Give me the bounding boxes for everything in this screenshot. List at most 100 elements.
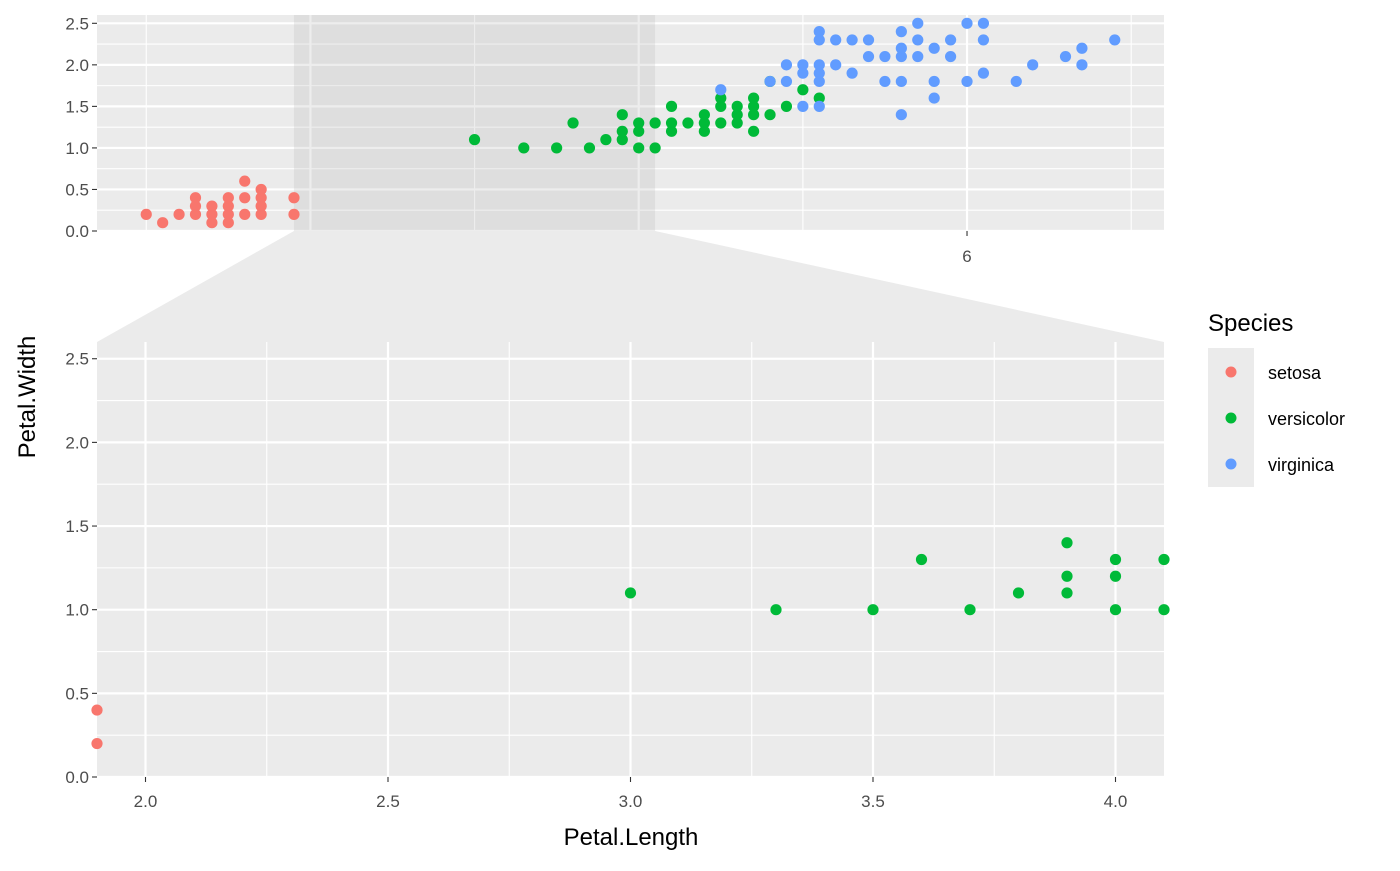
overview-point-setosa bbox=[189, 208, 202, 220]
zoom-connector-shape bbox=[97, 231, 1164, 342]
overview-point-virginica bbox=[797, 67, 809, 79]
overview-point-setosa bbox=[222, 217, 234, 229]
overview-point-virginica bbox=[928, 42, 940, 54]
overview-point-setosa bbox=[288, 192, 300, 204]
overview-point-virginica bbox=[928, 75, 940, 88]
zoom-x-tick-label-4: 4.0 bbox=[1104, 792, 1128, 811]
overview-series-virginica bbox=[715, 17, 1121, 121]
overview-point-versicolor bbox=[649, 142, 661, 154]
overview-point-virginica bbox=[764, 75, 776, 88]
overview-point-virginica bbox=[912, 17, 924, 29]
overview-point-virginica bbox=[1109, 34, 1121, 46]
overview-point-versicolor bbox=[698, 125, 710, 137]
overview-point-versicolor bbox=[780, 100, 793, 112]
overview-point-virginica bbox=[780, 59, 793, 71]
overview-point-versicolor bbox=[731, 109, 743, 121]
zoom-x-tick-label-2: 2.0 bbox=[134, 792, 158, 811]
overview-point-versicolor bbox=[715, 100, 727, 112]
zoom-point-versicolor bbox=[867, 604, 879, 616]
overview-point-virginica bbox=[813, 34, 825, 46]
zoom-point-versicolor bbox=[1158, 604, 1170, 616]
overview-point-virginica bbox=[895, 42, 907, 54]
overview-point-virginica bbox=[797, 59, 809, 71]
legend-label-virginica: virginica bbox=[1268, 455, 1335, 475]
overview-point-versicolor bbox=[583, 142, 596, 154]
zoom-connector bbox=[97, 231, 1164, 342]
overview-point-setosa bbox=[255, 208, 267, 220]
overview-point-virginica bbox=[895, 75, 907, 88]
overview-point-virginica bbox=[813, 26, 825, 38]
overview-point-versicolor bbox=[813, 92, 825, 104]
overview-panel-background bbox=[97, 15, 1164, 231]
overview-point-virginica bbox=[813, 100, 825, 112]
x-axis-title: Petal.Length bbox=[564, 824, 699, 851]
overview-y-tick-label-2: 2.0 bbox=[65, 56, 89, 75]
zoom-point-versicolor bbox=[1109, 553, 1122, 566]
overview-point-virginica bbox=[879, 75, 891, 88]
overview-point-virginica bbox=[895, 50, 907, 63]
zoom-gridlines bbox=[97, 342, 1164, 779]
overview-point-versicolor bbox=[665, 100, 678, 112]
legend-item-setosa: setosa bbox=[1225, 363, 1322, 383]
overview-point-versicolor bbox=[616, 134, 628, 146]
overview-y-tick-label-0_5: 0.5 bbox=[65, 180, 89, 199]
overview-point-versicolor bbox=[748, 109, 760, 121]
overview-point-virginica bbox=[977, 34, 990, 46]
overview-point-virginica bbox=[977, 67, 990, 79]
overview-point-setosa bbox=[239, 192, 251, 204]
overview-point-virginica bbox=[830, 34, 842, 46]
zoom-point-versicolor bbox=[1109, 604, 1122, 616]
overview-series-setosa bbox=[140, 175, 300, 229]
overview-point-virginica bbox=[1027, 59, 1039, 71]
overview-point-versicolor bbox=[633, 142, 645, 154]
zoom-point-versicolor bbox=[624, 587, 637, 599]
overview-point-virginica bbox=[813, 59, 825, 71]
overview-panel: 0.00.51.01.52.02.5246 bbox=[65, 14, 1164, 266]
overview-point-versicolor bbox=[748, 92, 760, 104]
overview-point-virginica bbox=[961, 17, 973, 29]
overview-y-tick-label-1_5: 1.5 bbox=[65, 97, 89, 116]
overview-point-setosa bbox=[189, 200, 202, 212]
overview-point-setosa bbox=[189, 192, 202, 204]
overview-point-versicolor bbox=[633, 117, 645, 129]
overview-point-virginica bbox=[895, 109, 907, 121]
overview-point-versicolor bbox=[731, 100, 743, 112]
overview-point-setosa bbox=[288, 208, 300, 220]
overview-point-setosa bbox=[239, 208, 251, 220]
overview-y-tick-label-0: 0.0 bbox=[65, 222, 89, 241]
zoom-point-versicolor bbox=[770, 604, 782, 616]
zoom-point-versicolor bbox=[1061, 570, 1073, 582]
legend-key-virginica bbox=[1225, 458, 1237, 470]
overview-point-versicolor bbox=[665, 125, 678, 137]
overview-gridlines bbox=[97, 15, 1164, 233]
zoom-y-tick-label-2_5: 2.5 bbox=[65, 350, 89, 369]
overview-point-virginica bbox=[715, 84, 727, 96]
overview-y-tick-label-2_5: 2.5 bbox=[65, 14, 89, 33]
zoom-x-tick-label-2_5: 2.5 bbox=[376, 792, 400, 811]
zoom-point-versicolor bbox=[915, 553, 928, 566]
zoom-point-versicolor bbox=[1061, 537, 1073, 549]
zoom-y-tick-label-2: 2.0 bbox=[65, 433, 89, 452]
overview-point-setosa bbox=[239, 175, 251, 187]
overview-point-versicolor bbox=[698, 117, 710, 129]
overview-point-setosa bbox=[157, 217, 169, 229]
legend-item-versicolor: versicolor bbox=[1225, 409, 1345, 429]
overview-point-versicolor bbox=[468, 134, 481, 146]
overview-point-setosa bbox=[222, 200, 234, 212]
zoom-point-versicolor bbox=[1012, 587, 1025, 599]
overview-y-tick-label-1: 1.0 bbox=[65, 139, 89, 158]
legend-label-versicolor: versicolor bbox=[1268, 409, 1345, 429]
overview-point-virginica bbox=[780, 75, 793, 88]
legend-key-versicolor bbox=[1225, 412, 1237, 424]
zoom-point-setosa bbox=[91, 704, 103, 716]
overview-point-virginica bbox=[797, 100, 809, 112]
overview-point-virginica bbox=[879, 50, 891, 63]
overview-point-virginica bbox=[830, 59, 842, 71]
overview-point-setosa bbox=[140, 208, 152, 220]
legend-item-virginica: virginica bbox=[1225, 455, 1335, 475]
overview-point-virginica bbox=[895, 26, 907, 38]
overview-point-virginica bbox=[813, 75, 825, 88]
overview-point-setosa bbox=[222, 192, 234, 204]
legend-title: Species bbox=[1208, 310, 1293, 337]
